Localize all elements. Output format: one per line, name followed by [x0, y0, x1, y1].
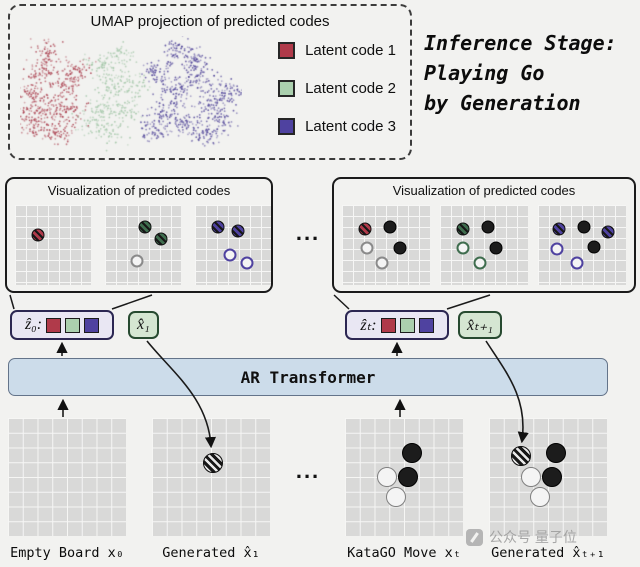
predicted-code-dot	[577, 220, 591, 234]
ar-transformer-label: AR Transformer	[240, 367, 376, 387]
predicted-code-dot	[375, 256, 389, 270]
predicted-code-dot	[383, 220, 397, 234]
code-grid-green	[440, 205, 528, 285]
legend-label: Latent code 2	[305, 80, 396, 97]
predicted-code-dot	[601, 225, 615, 239]
legend-swatch-purple	[278, 118, 296, 135]
predicted-code-dot	[473, 256, 487, 270]
code-swatch-red	[46, 317, 62, 333]
token-xt1-box: x̂ₜ₊₁	[458, 311, 502, 339]
token-zt-box: ẑₜ:	[345, 310, 449, 340]
legend-item-latent-code-3: Latent code 3	[278, 118, 396, 135]
predicted-code-dot	[360, 241, 374, 255]
viz-box-right: Visualization of predicted codes	[332, 177, 636, 293]
code-swatch-green	[399, 317, 415, 333]
predicted-code-dot	[456, 241, 470, 255]
board-generated-1	[152, 418, 270, 536]
token-z0-label: ẑ₀:	[24, 316, 43, 333]
legend-swatch-green	[278, 80, 296, 97]
code-grid-green	[105, 205, 181, 285]
code-grid-purple	[538, 205, 626, 285]
board-caption-empty: Empty Board x₀	[10, 545, 124, 561]
code-swatch-green	[65, 317, 81, 333]
stage-title-line-3: by Generation	[424, 91, 581, 115]
predicted-code-dot	[154, 232, 168, 246]
board-katago-move	[345, 418, 463, 536]
predicted-code-dot	[552, 222, 566, 236]
watermark-text: 公众号 量子位	[489, 529, 577, 545]
predicted-code-dot	[550, 242, 564, 256]
go-stone	[541, 467, 562, 487]
board-caption-generated-t1: Generated x̂ₜ₊₁	[491, 545, 605, 561]
board-caption-generated-1: Generated x̂₁	[162, 545, 260, 561]
board-generated-t1	[489, 418, 607, 536]
predicted-code-dot	[211, 220, 225, 234]
umap-scatter-plot	[20, 36, 242, 156]
go-stone	[529, 487, 550, 508]
board-caption-katago: KataGO Move xₜ	[347, 545, 461, 561]
code-grid-purple	[195, 205, 271, 285]
predicted-code-dot	[393, 241, 407, 255]
ellipsis-bottom: ...	[295, 458, 321, 483]
stage-title-line-1: Inference Stage:	[424, 31, 617, 55]
predicted-code-dot	[240, 256, 254, 270]
go-stone	[377, 467, 398, 487]
code-swatch-red	[380, 317, 396, 333]
umap-legend: Latent code 1 Latent code 2 Latent code …	[278, 42, 396, 135]
token-x1-box: x̂₁	[128, 311, 159, 339]
watermark: 公众号 量子位	[466, 527, 577, 547]
predicted-code-dot	[130, 254, 144, 268]
funnel-line-right-b	[446, 294, 491, 310]
viz-box-left: Visualization of predicted codes	[5, 177, 273, 293]
predicted-code-dot	[481, 220, 495, 234]
predicted-code-dot	[223, 248, 237, 262]
token-z0-box: ẑ₀:	[10, 310, 114, 340]
ellipsis-middle: ...	[295, 220, 321, 245]
umap-title: UMAP projection of predicted codes	[90, 13, 330, 30]
legend-label: Latent code 3	[305, 118, 396, 135]
code-swatch-purple	[418, 317, 434, 333]
token-xt1-label: x̂ₜ₊₁	[467, 317, 493, 334]
funnel-line-left-b	[111, 294, 153, 310]
go-stone	[203, 452, 224, 473]
go-stone	[402, 443, 423, 464]
legend-label: Latent code 1	[305, 42, 396, 59]
stage-title-line-2: Playing Go	[424, 61, 545, 85]
predicted-code-dot	[138, 220, 152, 234]
viz-box-title: Visualization of predicted codes	[47, 183, 231, 198]
predicted-code-dot	[231, 224, 245, 238]
code-swatch-purple	[84, 317, 100, 333]
funnel-line-right-a	[333, 294, 350, 310]
go-stone	[510, 445, 531, 466]
legend-item-latent-code-1: Latent code 1	[278, 42, 396, 59]
go-stone	[385, 487, 406, 508]
funnel-line-left-a	[9, 294, 15, 310]
predicted-code-dot	[570, 256, 584, 270]
ar-transformer-bar: AR Transformer	[8, 358, 608, 396]
predicted-code-dot	[31, 228, 45, 242]
predicted-code-dot	[587, 240, 601, 254]
viz-box-title: Visualization of predicted codes	[392, 183, 576, 198]
go-stone	[521, 467, 542, 487]
code-grid-red	[342, 205, 430, 285]
token-zt-label: ẑₜ:	[360, 317, 377, 334]
stage-title: Inference Stage: Playing Go by Generatio…	[424, 28, 617, 118]
board-empty	[8, 418, 126, 536]
go-stone	[397, 467, 418, 487]
token-x1-label: x̂₁	[137, 316, 150, 333]
watermark-logo-icon	[466, 528, 483, 546]
code-grid-red	[15, 205, 91, 285]
go-stone	[546, 443, 567, 464]
predicted-code-dot	[489, 241, 503, 255]
predicted-code-dot	[456, 222, 470, 236]
umap-box: UMAP projection of predicted codes Laten…	[8, 4, 412, 160]
legend-item-latent-code-2: Latent code 2	[278, 80, 396, 97]
legend-swatch-red	[278, 42, 296, 59]
predicted-code-dot	[358, 222, 372, 236]
